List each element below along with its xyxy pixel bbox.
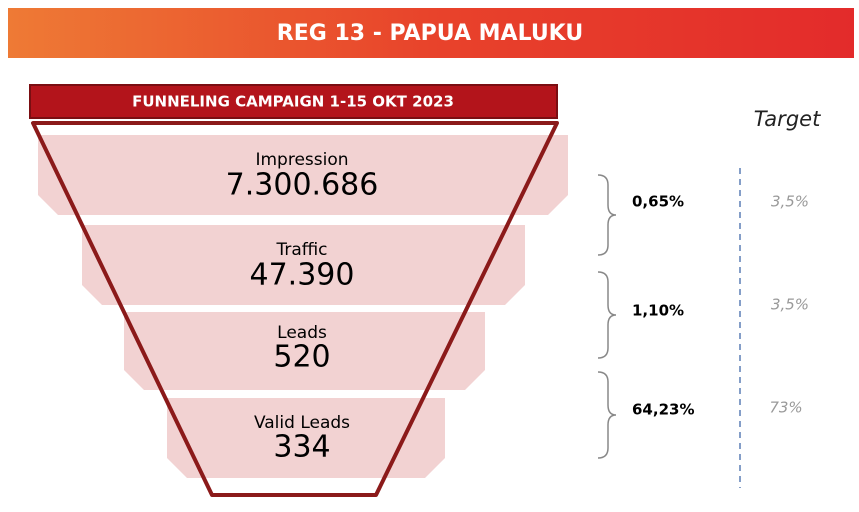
stage-band [82,225,525,305]
stage-value: 47.390 [250,258,355,293]
funnel-title: FUNNELING CAMPAIGN 1-15 OKT 2023 [132,93,454,111]
conversion-target: 3,5% [771,193,809,211]
header-title: REG 13 - PAPUA MALUKU [277,21,583,46]
brace [597,174,617,256]
conversion-actual: 1,10% [632,302,684,320]
brace [597,371,617,459]
stage-label: Leads [277,323,327,343]
funnel-title-bar [29,84,558,119]
stage-label: Impression [255,150,348,170]
stage-band [167,398,445,478]
stage-label: Valid Leads [254,413,350,433]
stage-band [38,135,568,215]
conversion-target: 73% [769,399,802,417]
header-bar [8,8,854,58]
brace [597,271,617,359]
stage-label: Traffic [275,240,327,260]
conversion-target: 3,5% [771,296,809,314]
braces [597,174,617,459]
stage-value: 520 [273,340,330,375]
conversion-actual: 0,65% [632,193,684,211]
target-header: Target [754,107,821,131]
conversion-actual: 64,23% [632,401,694,419]
stage-value: 7.300.686 [226,168,379,203]
stage-value: 334 [273,430,330,465]
funnel-outline [31,121,559,497]
stage-band [124,312,485,390]
